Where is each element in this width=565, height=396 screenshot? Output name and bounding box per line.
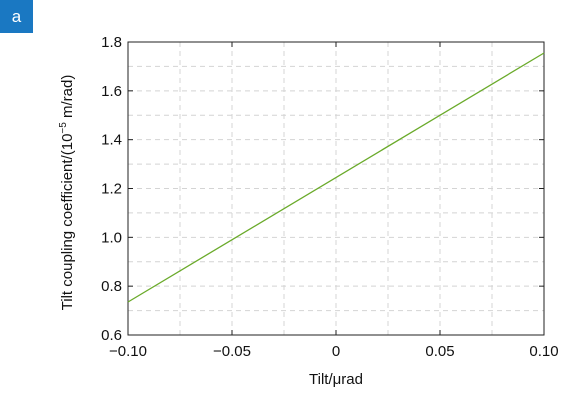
y-tick-label: 1.0 bbox=[101, 229, 122, 246]
panel-label-text: a bbox=[11, 6, 22, 26]
grid-lines bbox=[128, 42, 544, 335]
x-tick-label: 0.05 bbox=[425, 343, 454, 360]
y-tick-label: 1.2 bbox=[101, 181, 122, 198]
panel-label-badge: a bbox=[0, 0, 33, 33]
y-tick-label: 1.8 bbox=[101, 34, 122, 51]
x-axis-title: Tilt/μrad bbox=[309, 371, 363, 388]
y-axis-title-main: Tilt coupling coefficient/(10 bbox=[59, 134, 76, 311]
y-tick-label: 0.6 bbox=[101, 327, 122, 344]
y-tick-label: 0.8 bbox=[101, 278, 122, 295]
series-line bbox=[127, 52, 545, 303]
axis-ticks bbox=[127, 41, 545, 336]
x-tick-label: 0.10 bbox=[529, 343, 558, 360]
x-tick-label: 0 bbox=[332, 343, 340, 360]
x-tick-label: −0.10 bbox=[109, 343, 147, 360]
y-axis-title-exponent: −5 bbox=[58, 122, 69, 134]
y-axis-title-unit: m/rad) bbox=[59, 75, 76, 123]
y-tick-label: 1.6 bbox=[101, 83, 122, 100]
x-tick-label: −0.05 bbox=[213, 343, 251, 360]
y-axis-title: Tilt coupling coefficient/(10−5 m/rad) bbox=[58, 75, 76, 311]
tick-labels: −0.10 −0.05 0 0.05 0.10 0.6 0.8 1.0 1.2 1.4 1.6 1.8 bbox=[101, 34, 558, 360]
data-series bbox=[127, 52, 545, 303]
y-tick-label: 1.4 bbox=[101, 132, 122, 149]
